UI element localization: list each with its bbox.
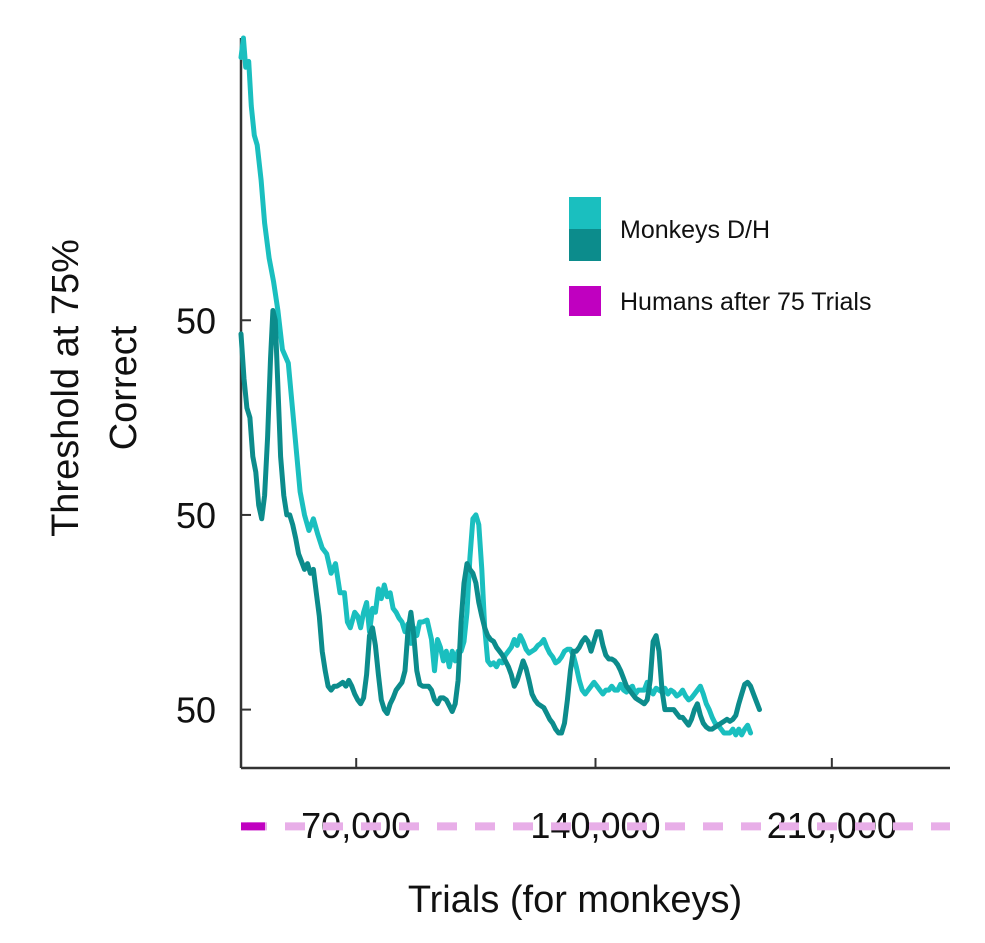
axes — [239, 38, 950, 770]
legend-swatch-monkeys-light — [569, 197, 601, 229]
y-axis-title-line-2: Correct — [103, 325, 145, 450]
y-tick-label: 50 — [176, 300, 216, 341]
series-line-monkey-dark — [238, 308, 762, 736]
y-tick-label: 50 — [176, 495, 216, 536]
x-axis-title: Trials (for monkeys) — [408, 879, 742, 921]
x-ticks: 70,000 140,000 210,000 — [301, 758, 897, 846]
series-layer — [238, 35, 762, 738]
series-line-monkey-light — [238, 35, 754, 738]
legend: Monkeys D/H Humans after 75 Trials — [569, 197, 872, 316]
legend-swatch-humans — [569, 286, 601, 316]
legend-swatch-monkeys-dark — [569, 229, 601, 261]
y-tick-label: 50 — [176, 690, 216, 731]
x-tick-label: 70,000 — [301, 805, 411, 846]
y-axis-title: Threshold at 75% Correct — [45, 239, 145, 537]
legend-label-humans: Humans after 75 Trials — [620, 288, 872, 316]
y-ticks: 50 50 50 — [176, 300, 251, 731]
y-axis-title-line-1: Threshold at 75% — [45, 239, 87, 537]
legend-label-monkeys: Monkeys D/H — [620, 216, 770, 244]
